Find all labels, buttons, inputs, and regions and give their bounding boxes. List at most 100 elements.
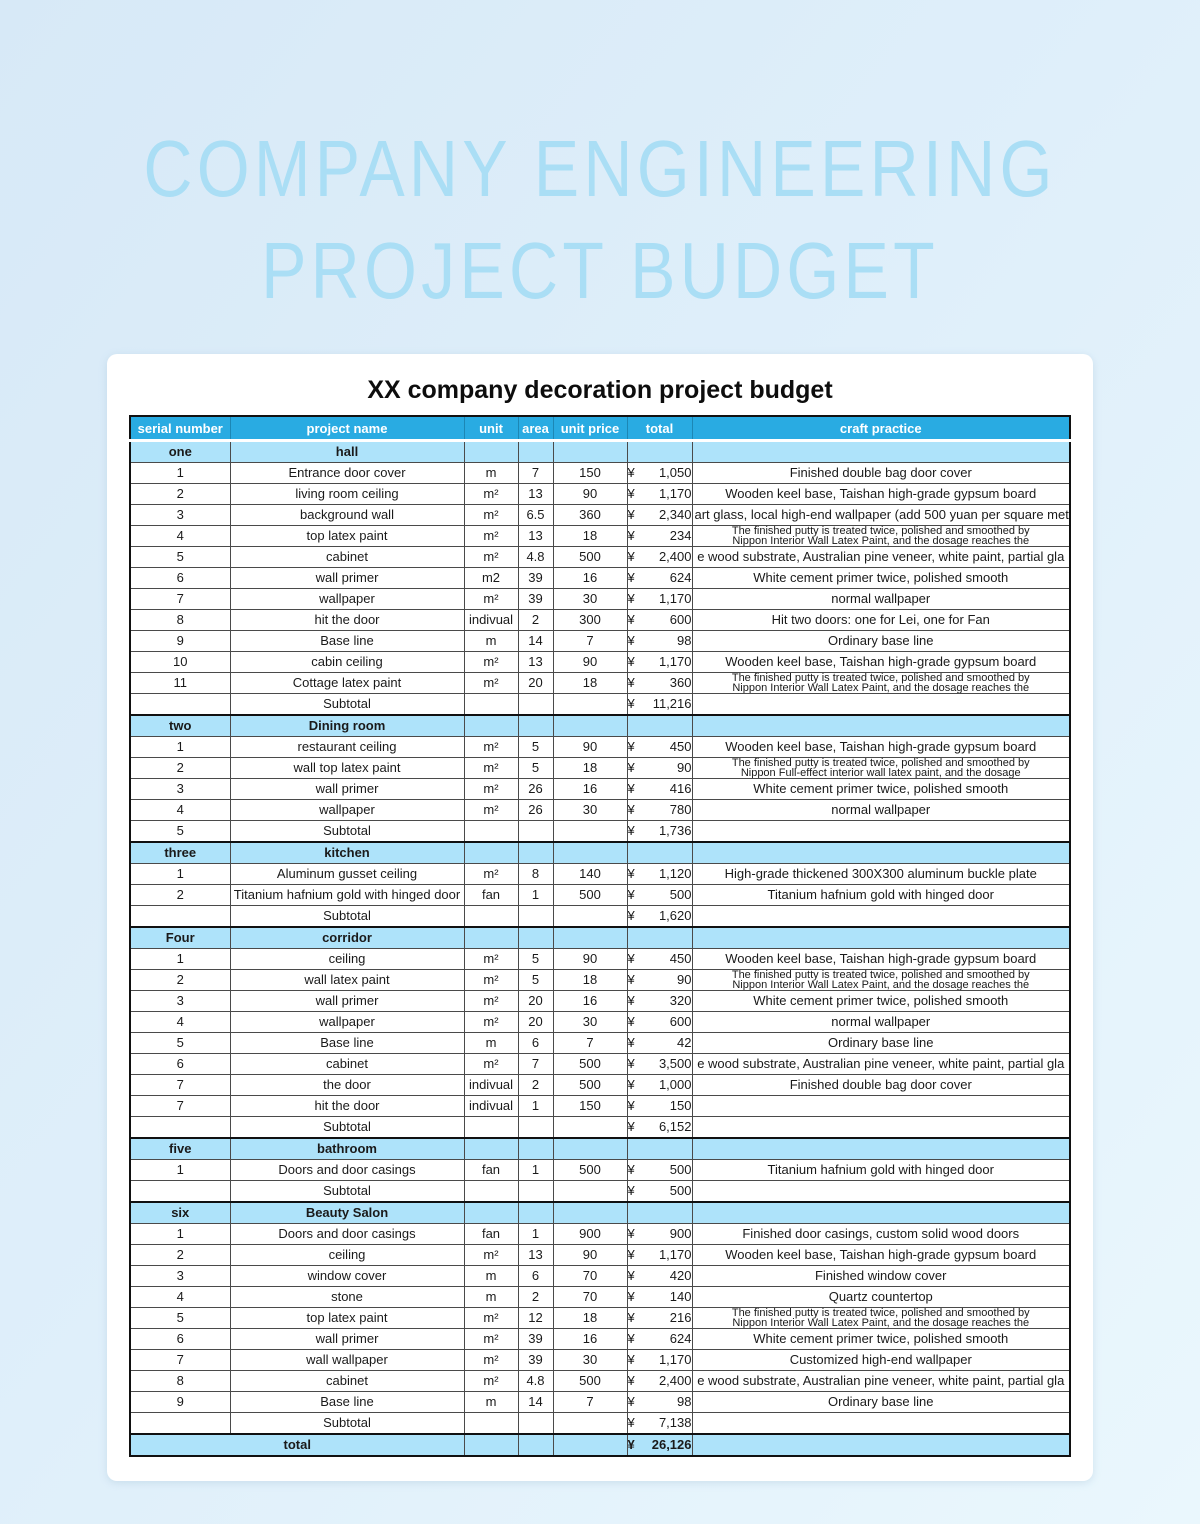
- cell-unit-price: 500: [552, 1074, 628, 1096]
- cell-area: [517, 693, 554, 716]
- cell-area: 13: [517, 525, 554, 547]
- cell-unit: m²: [463, 672, 519, 694]
- cell-craft-practice: [691, 1433, 1071, 1457]
- cell-section-name: kitchen: [229, 841, 465, 864]
- cell-unit: m2: [463, 567, 519, 589]
- cell-project-name: window cover: [229, 1265, 465, 1287]
- cell-unit: m²: [463, 525, 519, 547]
- table-row: 7 wall wallpaper m² 39 30 ¥1,170 Customized hi…: [129, 1349, 1071, 1371]
- cell-unit-price: 500: [552, 884, 628, 906]
- column-header-unit-price: unit price: [552, 415, 628, 442]
- cell-project-name: cabinet: [229, 1053, 465, 1075]
- table-row: 1 restaurant ceiling m² 5 90 ¥450 Wooden keel …: [129, 736, 1071, 758]
- cell-total: ¥450: [626, 948, 693, 970]
- cell-craft-practice: [691, 1095, 1071, 1117]
- cell-unit-price: [552, 1137, 628, 1160]
- cell-total: ¥216: [626, 1307, 693, 1329]
- cell-total: ¥780: [626, 799, 693, 821]
- table-row: 3 wall primer m² 20 16 ¥320 White cement prime…: [129, 990, 1071, 1012]
- cell-total: ¥500: [626, 1159, 693, 1181]
- cell-craft-practice: Finished window cover: [691, 1265, 1071, 1287]
- cell-craft-practice: Hit two doors: one for Lei, one for Fan: [691, 609, 1071, 631]
- cell-unit: m²: [463, 651, 519, 673]
- cell-area: 12: [517, 1307, 554, 1329]
- cell-area: [517, 1433, 554, 1457]
- cell-craft-practice: e wood substrate, Australian pine veneer…: [691, 1370, 1071, 1392]
- table-row: 6 wall primer m² 39 16 ¥624 White cement prime…: [129, 1328, 1071, 1350]
- table-row: 10 cabin ceiling m² 13 90 ¥1,170 Wooden keel b…: [129, 651, 1071, 673]
- cell-craft-practice: [691, 1116, 1071, 1139]
- table-row: 4 wallpaper m² 20 30 ¥600 normal wallpaper: [129, 1011, 1071, 1033]
- table-row: 6 cabinet m² 7 500 ¥3,500 e wood substrate, Au…: [129, 1053, 1071, 1075]
- cell-unit-price: [552, 1412, 628, 1435]
- cell-section-number: Four: [129, 926, 231, 949]
- cell-craft-practice: Finished double bag door cover: [691, 462, 1071, 484]
- cell-serial-number: 9: [129, 1391, 231, 1413]
- cell-project-name: cabinet: [229, 546, 465, 568]
- cell-serial-number: 6: [129, 567, 231, 589]
- cell-area: [517, 905, 554, 928]
- cell-serial-number: 1: [129, 462, 231, 484]
- cell-area: 1: [517, 1223, 554, 1245]
- cell-craft-practice: [691, 714, 1071, 737]
- table-row: 1 Doors and door casings fan 1 500 ¥500 Titani…: [129, 1159, 1071, 1181]
- cell-unit: m²: [463, 990, 519, 1012]
- cell-total: ¥98: [626, 630, 693, 652]
- cell-total: ¥1,170: [626, 483, 693, 505]
- page-heading: COMPANY ENGINEERING PROJECT BUDGET: [0, 0, 1200, 322]
- cell-serial-number: 1: [129, 948, 231, 970]
- cell-project-name: Entrance door cover: [229, 462, 465, 484]
- cell-total: ¥600: [626, 1011, 693, 1033]
- cell-section-number: six: [129, 1201, 231, 1224]
- cell-craft-practice: Wooden keel base, Taishan high-grade gyp…: [691, 948, 1071, 970]
- cell-unit: m²: [463, 969, 519, 991]
- table-row: 1 Entrance door cover m 7 150 ¥1,050 Finished …: [129, 462, 1071, 484]
- cell-project-name: wallpaper: [229, 588, 465, 610]
- cell-craft-practice: [691, 1412, 1071, 1435]
- cell-craft-practice: White cement primer twice, polished smoo…: [691, 567, 1071, 589]
- cell-total: ¥140: [626, 1286, 693, 1308]
- cell-area: 7: [517, 462, 554, 484]
- cell-area: [517, 439, 554, 463]
- cell-serial-number: [129, 693, 231, 716]
- cell-project-name: Base line: [229, 1391, 465, 1413]
- budget-table-header: serial number project name unit area unit pr…: [129, 415, 1071, 442]
- header-row: serial number project name unit area unit pr…: [129, 415, 1071, 442]
- cell-serial-number: 1: [129, 1223, 231, 1245]
- cell-unit-price: [552, 820, 628, 843]
- cell-subtotal-label: Subtotal: [229, 693, 465, 716]
- table-row: 7 hit the door indivual 1 150 ¥150: [129, 1095, 1071, 1117]
- table-row: 9 Base line m 14 7 ¥98 Ordinary base line: [129, 630, 1071, 652]
- cell-subtotal-value: ¥7,138: [626, 1412, 693, 1435]
- cell-serial-number: 5: [129, 820, 231, 843]
- cell-total: ¥320: [626, 990, 693, 1012]
- cell-craft-practice: The finished putty is treated twice, pol…: [691, 672, 1071, 694]
- cell-unit: [463, 1412, 519, 1435]
- cell-subtotal-label: Subtotal: [229, 1116, 465, 1139]
- cell-unit: fan: [463, 884, 519, 906]
- cell-unit: m: [463, 1391, 519, 1413]
- cell-unit-price: 150: [552, 1095, 628, 1117]
- table-row: 5 top latex paint m² 12 18 ¥216 The finished p…: [129, 1307, 1071, 1329]
- column-header-project-name: project name: [229, 415, 465, 442]
- table-row: 9 Base line m 14 7 ¥98 Ordinary base line: [129, 1391, 1071, 1413]
- cell-project-name: wall primer: [229, 778, 465, 800]
- cell-area: 20: [517, 1011, 554, 1033]
- cell-craft-practice: White cement primer twice, polished smoo…: [691, 990, 1071, 1012]
- cell-unit-price: 18: [552, 1307, 628, 1329]
- cell-total: ¥1,170: [626, 1244, 693, 1266]
- budget-table: serial number project name unit area unit pr…: [129, 415, 1071, 1457]
- cell-unit: m²: [463, 757, 519, 779]
- cell-unit-price: [552, 714, 628, 737]
- cell-craft-practice: [691, 1201, 1071, 1224]
- column-header-unit: unit: [463, 415, 519, 442]
- cell-craft-practice: [691, 820, 1071, 843]
- cell-craft-practice: Wooden keel base, Taishan high-grade gyp…: [691, 483, 1071, 505]
- cell-subtotal-value: ¥11,216: [626, 693, 693, 716]
- cell-section-name: bathroom: [229, 1137, 465, 1160]
- cell-unit-price: 90: [552, 1244, 628, 1266]
- cell-craft-practice: Titanium hafnium gold with hinged door: [691, 1159, 1071, 1181]
- cell-unit-price: [552, 1201, 628, 1224]
- cell-serial-number: 7: [129, 1349, 231, 1371]
- cell-craft-practice: normal wallpaper: [691, 799, 1071, 821]
